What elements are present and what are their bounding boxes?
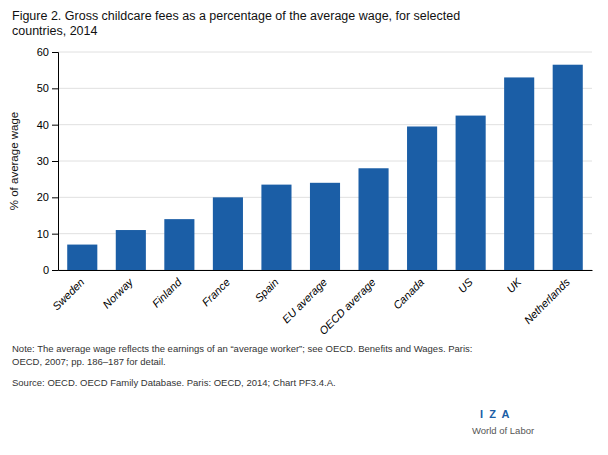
y-axis: 0 10 20 30 40 50 60	[37, 46, 59, 276]
x-tick-label: Spain	[252, 276, 280, 304]
y-tick-label: 10	[37, 228, 49, 240]
y-axis-title: % of average wage	[8, 112, 20, 210]
x-tick: Finland	[150, 275, 185, 310]
y-axis-line	[52, 53, 59, 271]
bar	[407, 126, 437, 270]
grid-line	[58, 52, 592, 53]
annotation: I Z A	[480, 408, 510, 420]
x-axis-line	[59, 270, 593, 271]
bar	[310, 183, 340, 270]
x-tick-label: Canada	[391, 276, 427, 312]
x-tick-label: OECD average	[317, 276, 378, 337]
y-tick-label: 40	[37, 119, 49, 131]
bar	[358, 168, 388, 270]
title: Figure 2. Gross childcare fees as a perc…	[12, 9, 460, 38]
x-tick-label: EU average	[280, 276, 330, 326]
y-tick: 60	[37, 46, 58, 58]
annotation: Source: OECD. OECD Family Database. Pari…	[12, 377, 336, 388]
x-tick: France	[199, 276, 232, 309]
y-tick-mark	[52, 161, 58, 162]
y-tick: 0	[43, 264, 58, 276]
y-tick-label: 60	[37, 46, 49, 58]
x-tick-label: France	[199, 276, 232, 309]
x-tick: EU average	[280, 276, 330, 326]
x-tick: Norway	[100, 275, 136, 311]
y-tick: 10	[37, 228, 58, 240]
annotation: Note: The average wage reflects the earn…	[12, 343, 472, 367]
chart: Figure 2. Gross childcare fees as a perc…	[0, 0, 608, 455]
x-tick-label: Sweden	[50, 276, 87, 313]
y-tick: 50	[37, 82, 58, 94]
x-tick: Netherlands	[522, 275, 573, 326]
annotation: World of Labor	[472, 425, 534, 436]
x-tick-label: Norway	[100, 275, 136, 311]
bar	[116, 230, 146, 270]
y-tick-mark	[52, 270, 58, 271]
bar	[553, 65, 583, 270]
y-tick-mark	[52, 197, 58, 198]
x-tick: Spain	[252, 276, 280, 304]
y-tick-mark	[52, 52, 58, 53]
x-tick: US	[456, 275, 476, 295]
y-tick-label: 0	[43, 264, 49, 276]
y-tick: 30	[37, 155, 58, 167]
bar	[213, 197, 243, 270]
x-tick-label: Finland	[150, 275, 185, 310]
bar	[261, 185, 291, 270]
y-tick-mark	[52, 88, 58, 89]
x-tick: Canada	[391, 276, 427, 312]
x-tick: OECD average	[317, 276, 378, 337]
x-tick-label: US	[456, 275, 476, 295]
x-axis: Sweden Norway Finland France SpainEU average…	[50, 271, 593, 338]
y-tick-mark	[52, 125, 58, 126]
x-tick-label: Netherlands	[522, 275, 573, 326]
bar	[456, 116, 486, 270]
bar	[164, 219, 194, 270]
grid	[58, 52, 592, 270]
x-tick: Sweden	[50, 276, 87, 313]
bars	[67, 65, 583, 270]
y-tick-label: 30	[37, 155, 49, 167]
bar	[67, 245, 97, 270]
y-tick: 20	[37, 191, 58, 203]
plot: 0 10 20 30 40 50 60 Sweden Norway Finland France Sp…	[8, 46, 593, 337]
y-tick-mark	[52, 234, 58, 235]
y-tick-label: 50	[37, 82, 49, 94]
x-tick: UK	[504, 275, 524, 295]
y-tick: 40	[37, 119, 58, 131]
y-tick-label: 20	[37, 191, 49, 203]
x-tick-label: UK	[504, 275, 524, 295]
bar	[504, 77, 534, 270]
